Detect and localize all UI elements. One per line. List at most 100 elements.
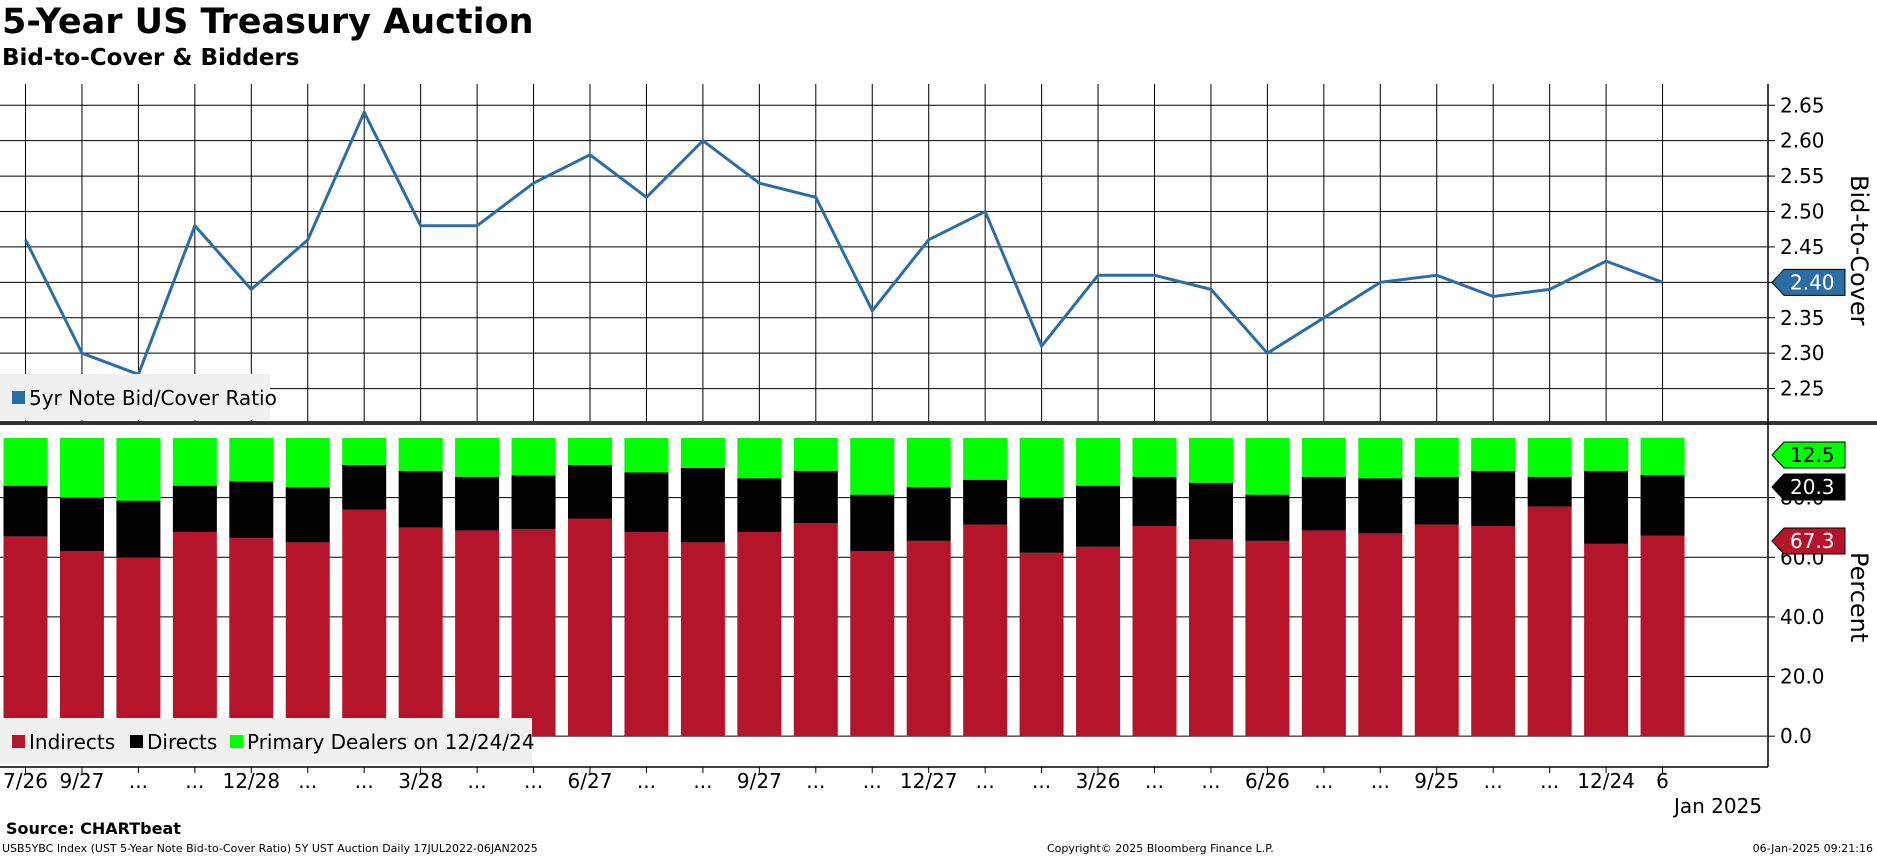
x-tick-label: ... xyxy=(806,769,825,793)
x-tick-label: 12/28 xyxy=(222,769,280,793)
primary-dealers-bar xyxy=(1076,438,1121,486)
indirects-bar xyxy=(1414,524,1459,737)
primary-dealers-bar xyxy=(1527,438,1572,477)
bottom-ytick-label: 40.0 xyxy=(1780,605,1825,629)
x-tick-label: ... xyxy=(1145,769,1164,793)
primary-dealers-bar xyxy=(1640,437,1685,475)
footer-timestamp: 06-Jan-2025 09:21:16 xyxy=(1752,842,1873,855)
x-tick-label: 3/28 xyxy=(398,769,443,793)
x-tick-label: ... xyxy=(355,769,374,793)
indirects-bar xyxy=(850,551,895,737)
x-tick-label: 6/26 xyxy=(1245,769,1290,793)
x-tick-label: ... xyxy=(1484,769,1503,793)
primary-dealers-bar xyxy=(59,438,104,498)
legends: 5yr Note Bid/Cover Ratio Indirects Directs… xyxy=(0,374,535,764)
x-tick-label: 9/25 xyxy=(1414,769,1459,793)
primary-dealers-bar xyxy=(1188,438,1233,483)
directs-tag-shape xyxy=(1771,473,1846,501)
top-y-axis-title: Bid-to-Cover xyxy=(1845,175,1873,326)
indirects-bar xyxy=(793,522,838,737)
primary-dealers-bar xyxy=(1132,438,1177,477)
indirects-bar xyxy=(455,530,500,737)
directs-bar xyxy=(172,485,217,532)
primary-dealers-bar xyxy=(398,438,443,471)
directs-bar xyxy=(568,464,612,519)
top-panel-grid xyxy=(0,84,1767,424)
primary-dealers-bar xyxy=(285,438,330,488)
axes xyxy=(0,84,1877,773)
top-ytick-label: 2.50 xyxy=(1780,200,1825,224)
primary-dealers-bar xyxy=(1301,438,1346,477)
x-tick-label: ... xyxy=(1371,769,1390,793)
directs-bar xyxy=(342,464,387,510)
bid-cover-line xyxy=(24,108,1664,377)
bid-cover-series-line xyxy=(24,108,1664,377)
primary-dealers-bar xyxy=(229,438,274,482)
x-tick-label: 7/26 xyxy=(3,769,48,793)
directs-bar xyxy=(680,467,725,543)
legend-label-bid-cover: 5yr Note Bid/Cover Ratio xyxy=(29,386,277,410)
directs-bar xyxy=(850,494,895,552)
x-tick-label: ... xyxy=(976,769,995,793)
legend-label-directs: Directs xyxy=(147,730,217,754)
x-tick-label: ... xyxy=(524,769,543,793)
indirects-tag-shape xyxy=(1771,527,1846,555)
x-tick-label: ... xyxy=(468,769,487,793)
x-tick-label: ... xyxy=(693,769,712,793)
bottom-y-axis-title: Percent xyxy=(1845,552,1873,642)
directs-tag-label: 20.3 xyxy=(1790,475,1835,499)
indirects-bar xyxy=(511,528,556,737)
primary-dealers-bar xyxy=(342,438,387,465)
indirects-bar xyxy=(568,518,612,737)
indirects-bar xyxy=(1301,530,1346,737)
indirects-bar xyxy=(1358,533,1403,737)
stacked-bars xyxy=(3,437,1685,737)
top-ytick-label: 2.65 xyxy=(1780,93,1825,117)
indirects-bar xyxy=(1019,552,1064,737)
indirects-bar xyxy=(1640,535,1685,737)
primary-dealers-bar xyxy=(1471,438,1516,471)
indirects-bar xyxy=(1584,543,1629,737)
directs-bar xyxy=(285,487,330,543)
directs-bar xyxy=(511,475,556,529)
indirects-bar xyxy=(737,531,782,737)
top-legend-box xyxy=(0,374,270,420)
x-tick-label: 12/24 xyxy=(1577,769,1635,793)
legend-swatch-directs xyxy=(130,735,143,748)
indirects-tag-label: 67.3 xyxy=(1790,529,1835,553)
page-subtitle: Bid-to-Cover & Bidders xyxy=(2,45,300,71)
indirects-bar xyxy=(229,537,274,737)
directs-bar xyxy=(1471,470,1516,526)
x-tick-label: 6 xyxy=(1656,769,1669,793)
primary-dealers-bar xyxy=(737,438,782,479)
top-ytick-label: 2.55 xyxy=(1780,164,1825,188)
indirects-bar xyxy=(1527,506,1572,737)
directs-bar xyxy=(1527,476,1572,507)
primary-dealers-bar xyxy=(850,438,895,495)
primary-dealers-bar xyxy=(455,438,500,477)
bottom-ytick-label: 20.0 xyxy=(1780,665,1825,689)
directs-bar xyxy=(3,485,48,537)
bid-cover-tag-shape xyxy=(1771,268,1846,296)
primary-dealers-bar xyxy=(1584,438,1629,471)
directs-bar xyxy=(229,481,274,538)
directs-bar xyxy=(1076,485,1121,547)
indirects-bar xyxy=(680,542,725,737)
directs-bar xyxy=(1584,470,1629,544)
footer-description: USB5YBC Index (UST 5-Year Note Bid-to-Co… xyxy=(2,842,538,855)
indirects-bar xyxy=(1245,540,1290,737)
indirects-bar xyxy=(1076,546,1121,737)
bottom-ytick-label: 0.0 xyxy=(1780,724,1812,748)
directs-bar xyxy=(737,478,782,532)
footer-copyright: Copyright© 2025 Bloomberg Finance L.P. xyxy=(1047,842,1274,855)
legend-label-primary-dealers: Primary Dealers on 12/24/24 xyxy=(247,730,535,754)
directs-bar xyxy=(1640,474,1685,536)
primary-dealers-bar xyxy=(906,438,951,488)
primary-dealers-bar xyxy=(680,438,725,468)
primary-dealers-bar xyxy=(1019,438,1064,498)
bottom-legend-box xyxy=(0,718,532,764)
x-tick-label: ... xyxy=(298,769,317,793)
primary-dealers-bar xyxy=(3,438,48,486)
directs-bar xyxy=(1301,476,1346,531)
primary-dealers-bar xyxy=(1358,438,1403,479)
